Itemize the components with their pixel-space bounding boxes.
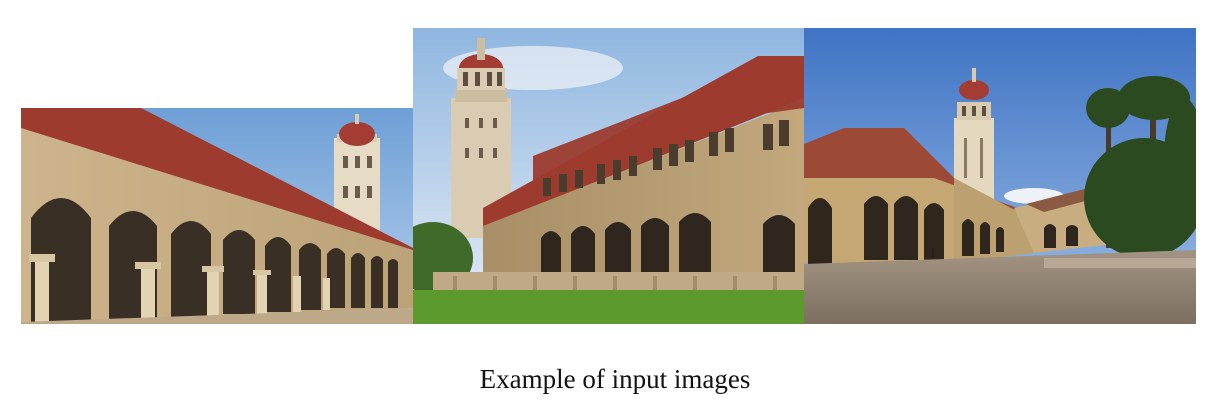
building-with-tower-and-lawn-photo	[413, 28, 804, 324]
courtyard-with-tower-photo	[804, 28, 1196, 324]
figure-caption: Example of input images	[479, 364, 751, 394]
arcade-with-tower-photo	[21, 108, 413, 324]
